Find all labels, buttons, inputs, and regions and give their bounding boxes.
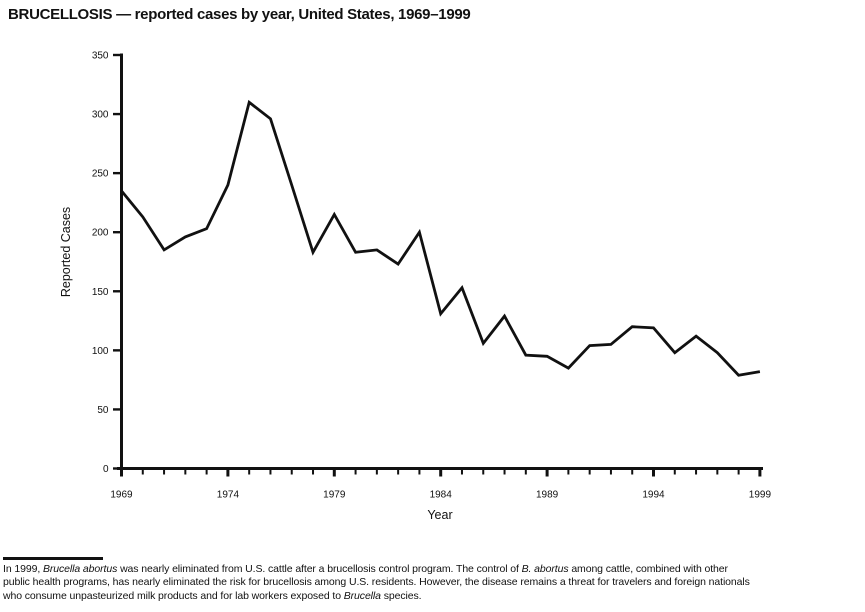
footnote-italic: Brucella abortus <box>42 563 118 575</box>
x-tick-label: 1989 <box>536 490 559 501</box>
chart-title: BRUCELLOSIS — reported cases by year, Un… <box>8 6 471 23</box>
x-tick-label: 1969 <box>110 490 133 501</box>
footnote-line-1: In 1999, Brucella abortus was nearly eli… <box>3 563 863 576</box>
footnote-text: public health programs, has nearly elimi… <box>3 576 750 589</box>
footnote-line-3: who consume unpasteurized milk products … <box>3 590 863 603</box>
footnote-italic: Brucella <box>343 589 381 602</box>
chart-plot-area: 0 50 100 150 200 250 300 350 1969 1974 1979 1984 198… <box>92 51 772 501</box>
y-tick-label: 100 <box>92 346 109 357</box>
footnote-text: who consume unpasteurized milk products … <box>3 589 344 602</box>
x-tick-label: 1974 <box>217 490 240 501</box>
x-axis-label: Year <box>427 508 452 522</box>
y-tick-label: 50 <box>97 405 109 416</box>
x-tick-label: 1994 <box>642 490 665 501</box>
footnote-text: was nearly eliminated from U.S. cattle a… <box>117 563 522 575</box>
x-tick-label: 1999 <box>749 490 772 501</box>
footnote-line-2: public health programs, has nearly elimi… <box>3 576 863 589</box>
y-tick-label: 0 <box>103 464 109 475</box>
line-chart: 0 50 100 150 200 250 300 350 1969 1974 1979 1984 198… <box>59 51 772 523</box>
footnote-text: among cattle, combined with other <box>568 563 728 575</box>
footnote-italic: B. abortus <box>521 563 569 575</box>
y-tick-label: 150 <box>92 287 109 298</box>
footnote-rule <box>3 557 103 560</box>
x-tick-label: 1979 <box>323 490 346 501</box>
footnote: In 1999, Brucella abortus was nearly eli… <box>3 557 863 603</box>
footnote-text: In 1999, <box>3 563 43 575</box>
data-line <box>120 99 761 377</box>
y-tick-label: 250 <box>92 169 109 180</box>
y-tick-label: 300 <box>92 110 109 121</box>
y-tick-label: 350 <box>92 51 109 62</box>
x-tick-label: 1984 <box>430 490 453 501</box>
y-axis-label: Reported Cases <box>59 207 73 297</box>
footnote-text: species. <box>380 589 422 602</box>
y-tick-label: 200 <box>92 228 109 239</box>
